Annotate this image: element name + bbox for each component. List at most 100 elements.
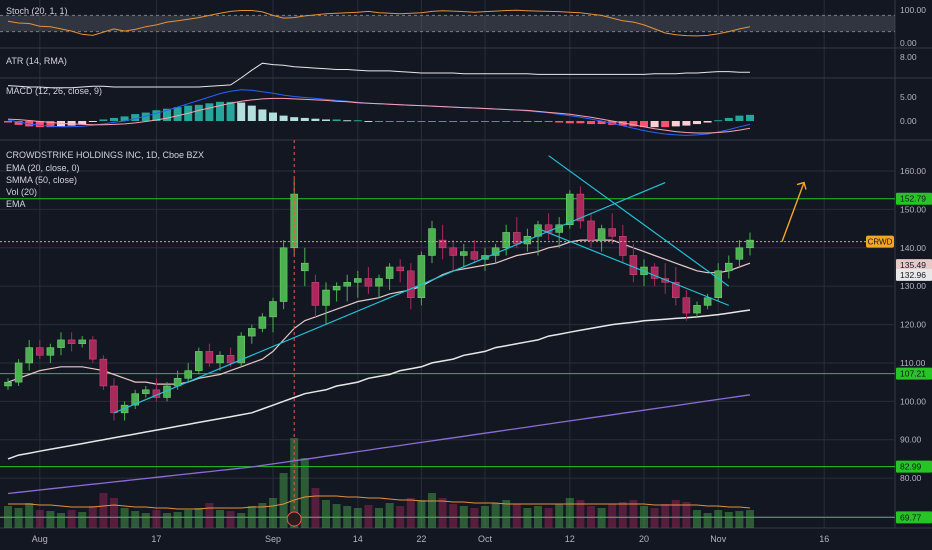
support-label-bg xyxy=(896,192,932,205)
macd-histogram-bar xyxy=(216,101,224,121)
macd-histogram-bar xyxy=(703,121,712,123)
macd-histogram-bar xyxy=(671,121,680,127)
candle-body xyxy=(597,228,606,241)
volume-bar xyxy=(67,510,76,528)
volume-bar xyxy=(470,508,479,528)
macd-histogram-bar xyxy=(565,121,574,124)
candle-body xyxy=(375,278,383,287)
price-title: CROWDSTRIKE HOLDINGS INC, 1D, Cboe BZX xyxy=(6,150,205,160)
macd-histogram-bar xyxy=(459,121,468,122)
macd-histogram-bar xyxy=(534,121,542,122)
macd-histogram-bar xyxy=(226,101,235,121)
macd-histogram-bar xyxy=(746,114,754,121)
atr-title: ATR (14, RMA) xyxy=(6,56,67,66)
volume-bar xyxy=(693,510,701,528)
macd-histogram-bar xyxy=(205,103,214,121)
candle-body xyxy=(587,220,595,241)
macd-histogram-bar xyxy=(438,121,447,122)
candle-body xyxy=(110,385,118,414)
macd-histogram-bar xyxy=(661,121,670,128)
support-label: 69.77 xyxy=(900,512,922,522)
macd-histogram-bar xyxy=(332,119,341,121)
volume-bar xyxy=(661,504,670,528)
candle-body xyxy=(226,355,235,364)
volume-bar xyxy=(417,500,426,528)
volume-bar xyxy=(131,511,140,528)
support-label: 82.99 xyxy=(900,462,922,472)
volume-ma-line xyxy=(8,495,751,510)
ma-price-label: 135.49 xyxy=(900,260,926,270)
candle-body xyxy=(4,381,12,387)
price-tick: 100.00 xyxy=(900,396,926,406)
price-tick: 160.00 xyxy=(900,166,926,176)
volume-bar xyxy=(46,511,55,528)
stoch-tick: 0.00 xyxy=(900,38,917,48)
volume-bar xyxy=(650,508,659,528)
volume-bar xyxy=(141,513,150,528)
volume-bar xyxy=(120,508,129,528)
macd-line xyxy=(7,89,751,136)
price-tick: 110.00 xyxy=(900,358,926,368)
ema20-label: EMA (20, close, 0) xyxy=(6,163,80,173)
macd-histogram-bar xyxy=(555,121,564,123)
volume-bar xyxy=(523,508,532,528)
symbol-tag: CRWD xyxy=(868,238,893,247)
candle-body xyxy=(57,339,65,348)
price-tick: 90.00 xyxy=(900,435,922,445)
macd-histogram-bar xyxy=(512,121,521,122)
price-tick: 140.00 xyxy=(900,243,926,253)
volume-bar xyxy=(502,500,511,528)
stoch-tick: 100.00 xyxy=(900,5,926,15)
candle-body xyxy=(735,247,744,260)
atr-tick: 8.00 xyxy=(900,52,917,62)
macd-histogram-bar xyxy=(152,110,161,121)
candle-body xyxy=(608,228,616,237)
candle-body xyxy=(78,339,86,345)
macd-histogram-bar xyxy=(650,121,659,128)
volume-bar xyxy=(173,512,182,528)
candle-body xyxy=(672,282,680,298)
projection-arrow xyxy=(781,182,805,242)
x-tick-label: 14 xyxy=(353,534,363,544)
macd-histogram-bar xyxy=(67,121,76,126)
earnings-marker-icon xyxy=(286,511,302,527)
candle-body xyxy=(513,232,521,245)
x-tick-label: Nov xyxy=(710,534,727,544)
macd-histogram-bar xyxy=(141,112,150,121)
volume-bar xyxy=(353,508,362,528)
ma-price-label: 132.96 xyxy=(900,270,926,280)
x-tick-label: 22 xyxy=(416,534,426,544)
macd-histogram-bar xyxy=(375,121,383,122)
long-ma-line xyxy=(7,394,751,495)
volume-bar xyxy=(449,504,458,528)
volume-bar xyxy=(205,503,214,528)
macd-histogram-bar xyxy=(194,104,203,121)
volume-bar xyxy=(322,500,330,528)
volume-bar xyxy=(152,510,161,528)
volume-bar xyxy=(629,500,638,528)
smma50-label: SMMA (50, close) xyxy=(6,175,78,185)
candle-body xyxy=(354,278,362,283)
x-tick-label: Sep xyxy=(265,534,281,544)
volume-bar xyxy=(332,504,341,528)
x-tick-label: 20 xyxy=(639,534,649,544)
volume-bar xyxy=(406,498,415,528)
candle-body xyxy=(629,255,638,275)
smma50-line xyxy=(7,309,751,460)
candle-body xyxy=(650,266,659,279)
volume-bar xyxy=(724,512,733,528)
macd-histogram-bar xyxy=(502,121,511,122)
macd-signal-line xyxy=(7,97,751,134)
volume-bar xyxy=(216,510,224,528)
x-tick-label: 12 xyxy=(565,534,575,544)
ma-price-label-bg xyxy=(896,268,932,281)
volume-bar xyxy=(438,498,447,528)
volume-bar xyxy=(682,502,691,528)
macd-histogram-bar xyxy=(491,121,500,122)
candle-body xyxy=(714,270,722,298)
candle-body xyxy=(205,351,214,364)
macd-title: MACD (12, 26, close, 9) xyxy=(6,86,103,96)
macd-histogram-bar xyxy=(300,117,309,121)
